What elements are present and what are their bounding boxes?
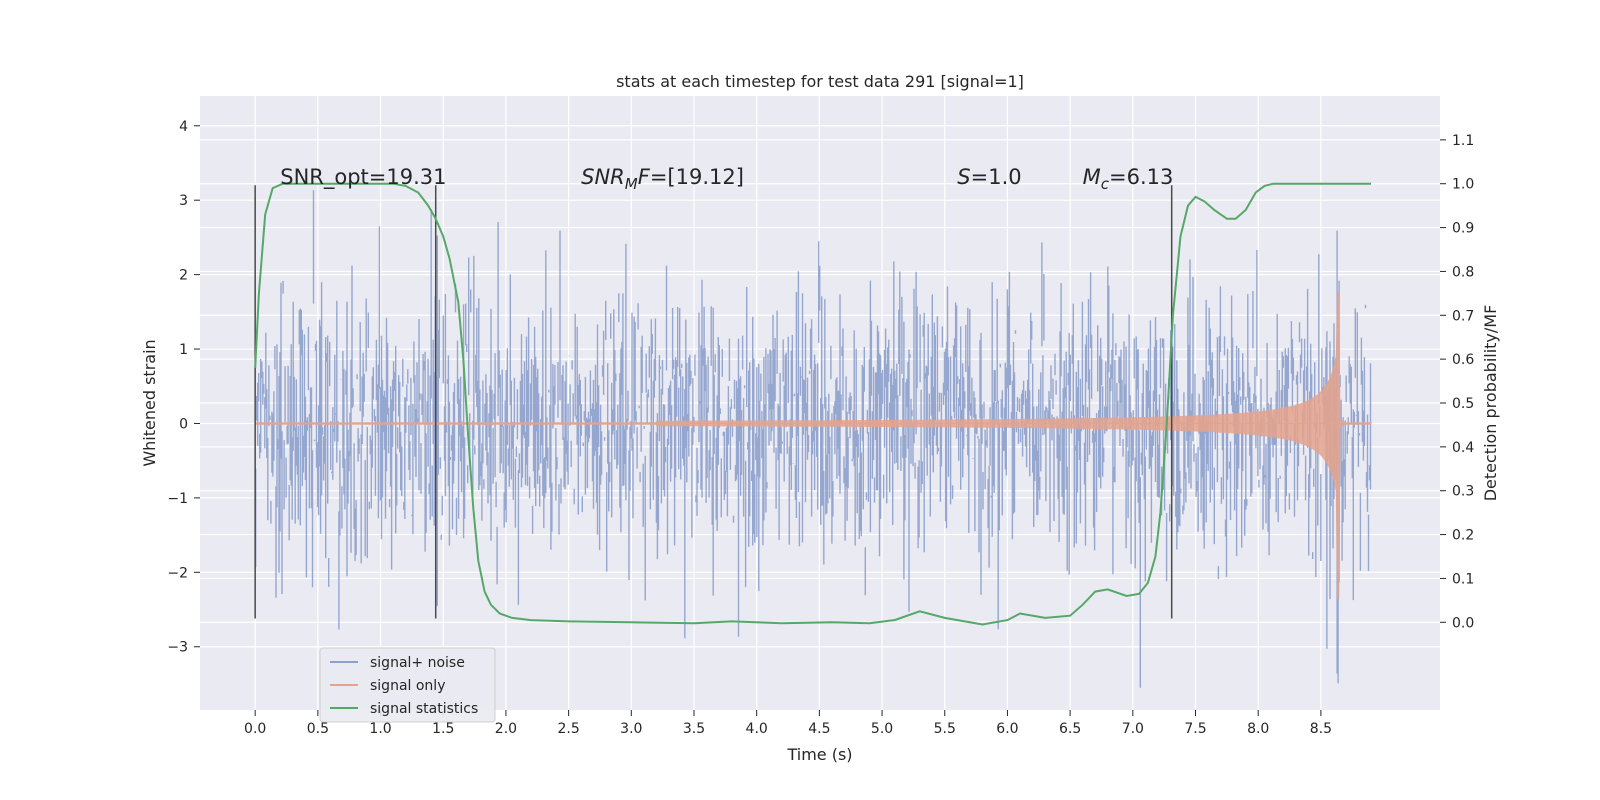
x-tick-label: 5.5 bbox=[934, 721, 956, 737]
y-right-tick-label: 0.3 bbox=[1452, 484, 1474, 500]
annotation-mc: Mc=6.13 bbox=[1083, 165, 1174, 193]
x-tick-label: 7.5 bbox=[1184, 721, 1206, 737]
x-tick-label: 2.0 bbox=[495, 721, 517, 737]
y-tick-label: −2 bbox=[167, 565, 188, 581]
y-right-tick-label: 0.6 bbox=[1452, 352, 1474, 368]
signal-statistics-series bbox=[254, 182, 1371, 626]
y-right-tick-label: 0.1 bbox=[1452, 571, 1474, 587]
x-tick-label: 3.5 bbox=[683, 721, 705, 737]
legend-box bbox=[319, 647, 496, 723]
y-tick-label: 2 bbox=[179, 268, 188, 284]
annotation-layer: SNR_opt=19.31 SNRMF=[19.12] S=1.0 Mc=6.13 bbox=[280, 165, 1173, 193]
y-right-tick-label: 0.5 bbox=[1452, 396, 1474, 412]
annotation-mc-rest: =6.13 bbox=[1109, 165, 1173, 189]
y-right-tick-label: 0.9 bbox=[1452, 221, 1474, 237]
annotation-snr-opt: SNR_opt=19.31 bbox=[280, 165, 446, 190]
data-layer bbox=[254, 182, 1372, 688]
legend-label-stat: signal statistics bbox=[370, 701, 478, 717]
y-right-tick-label: 0.0 bbox=[1452, 615, 1474, 631]
x-tick-label: 6.5 bbox=[1059, 721, 1081, 737]
x-tick-label: 6.0 bbox=[996, 721, 1018, 737]
x-tick-label: 3.0 bbox=[620, 721, 642, 737]
annotation-snr-mf-rest: =[19.12] bbox=[650, 165, 744, 189]
annotation-snr-mf: SNRMF=[19.12] bbox=[581, 165, 744, 193]
x-tick-label: 7.0 bbox=[1122, 721, 1144, 737]
y-right-tick-label: 0.4 bbox=[1452, 440, 1474, 456]
x-axis-label: Time (s) bbox=[786, 745, 852, 764]
annotation-snr-mf-sub: M bbox=[625, 175, 638, 193]
y-right-tick-label: 0.7 bbox=[1452, 308, 1474, 324]
legend: signal+ noise signal only signal statist… bbox=[319, 647, 496, 723]
annotation-mc-var: M bbox=[1083, 165, 1101, 189]
y-axis-label: Whitened strain bbox=[140, 339, 159, 466]
annotation-s-stat: S=1.0 bbox=[957, 165, 1021, 189]
annotation-snr-mf-var: SNR bbox=[581, 165, 625, 189]
y-right-tick-label: 1.1 bbox=[1452, 133, 1474, 149]
x-tick-label: 1.5 bbox=[432, 721, 454, 737]
x-tick-label: 2.5 bbox=[557, 721, 579, 737]
chart-title: stats at each timestep for test data 291… bbox=[616, 72, 1024, 91]
annotation-s-stat-var: S bbox=[957, 165, 970, 189]
y-tick-label: 3 bbox=[179, 193, 188, 209]
signal-only-series bbox=[254, 292, 1372, 599]
grid-layer bbox=[200, 96, 1440, 710]
y-tick-label: 4 bbox=[179, 119, 188, 135]
x-tick-label: 4.5 bbox=[808, 721, 830, 737]
x-tick-label: 5.0 bbox=[871, 721, 893, 737]
y-tick-label: 0 bbox=[179, 416, 188, 432]
x-tick-label: 1.0 bbox=[369, 721, 391, 737]
x-tick-label: 8.0 bbox=[1247, 721, 1269, 737]
y-right-tick-label: 0.8 bbox=[1452, 264, 1474, 280]
annotation-snr-mf-var2: F bbox=[638, 165, 651, 189]
y-tick-label: −3 bbox=[167, 640, 188, 656]
y-right-tick-label: 1.0 bbox=[1452, 177, 1474, 193]
x-tick-label: 4.0 bbox=[746, 721, 768, 737]
y-tick-label: 1 bbox=[179, 342, 188, 358]
legend-label-noise: signal+ noise bbox=[370, 655, 465, 671]
y-tick-label: −1 bbox=[167, 491, 188, 507]
x-tick-label: 0.5 bbox=[307, 721, 329, 737]
legend-label-signal: signal only bbox=[370, 678, 445, 694]
x-tick-label: 0.0 bbox=[244, 721, 266, 737]
axes-layer: 0.0 0.5 1.0 1.5 2.0 2.5 3.0 3.5 4.0 4.5 5.0 5.5 6.0 6… bbox=[167, 119, 1474, 737]
y-axis-right-label: Detection probability/MF bbox=[1481, 305, 1500, 502]
annotation-mc-sub: c bbox=[1101, 175, 1110, 193]
y-right-tick-label: 0.2 bbox=[1452, 528, 1474, 544]
x-tick-label: 8.5 bbox=[1310, 721, 1332, 737]
annotation-s-stat-rest: =1.0 bbox=[971, 165, 1022, 189]
